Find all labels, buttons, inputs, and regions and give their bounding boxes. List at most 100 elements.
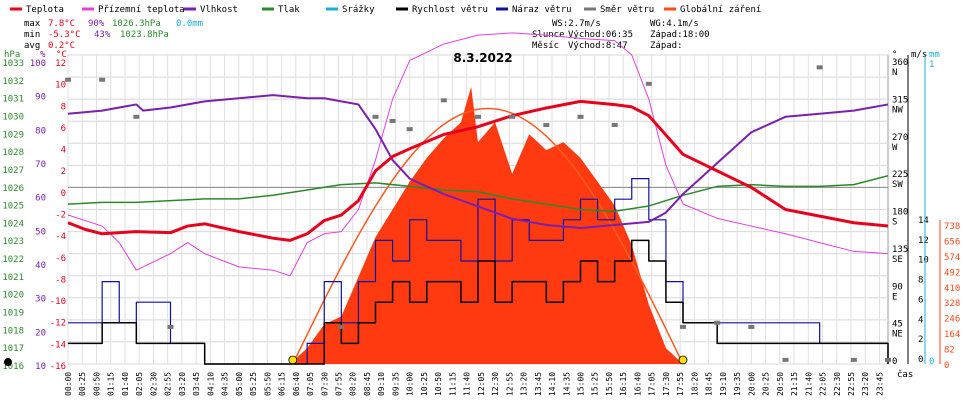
hpa-tick-9: 1024: [2, 219, 24, 229]
legend-label-4: Srážky: [342, 5, 375, 15]
info-ws: WS:2.7m/s: [552, 19, 601, 29]
dir-name-3: SW: [892, 180, 903, 190]
wind-dir-mark-6: [389, 118, 396, 123]
stat-max-rain: 0.0mm: [176, 19, 203, 29]
line-přízemní-teplota: [67, 32, 889, 277]
stat-max-press: 1026.3hPa: [112, 19, 161, 29]
dir-tick-7: 45: [892, 320, 903, 330]
legend-label-5: Rychlost větru: [412, 5, 488, 15]
x-tick-41: 17:05: [648, 372, 657, 396]
stat-max-hum: 90%: [88, 19, 105, 29]
info-moon-label: Měsíc: [532, 41, 559, 51]
temp-tick-3: 6: [61, 124, 66, 134]
wm2-tick-1: 656: [944, 237, 960, 247]
hpa-tick-10: 1023: [2, 237, 24, 247]
legend: Teplota Přízemní teplota Vlhkost Tlak Srážky…: [10, 5, 761, 15]
pct-tick-9: 10: [35, 362, 46, 372]
hpa-tick-13: 1020: [2, 291, 24, 301]
wind-dir-mark-19: [816, 65, 823, 70]
x-tick-20: 08:20: [349, 372, 358, 396]
dir-tick-3: 225: [892, 170, 908, 180]
pct-tick-0: 100: [30, 59, 46, 69]
radiation-fill: [290, 86, 683, 364]
wind-dir-mark-4: [338, 324, 345, 329]
dir-tick-2: 270: [892, 133, 908, 143]
ms-tick-6: 2: [918, 335, 923, 345]
wind-dir-mark-9: [475, 114, 481, 119]
x-tick-47: 19:35: [733, 372, 742, 396]
sunrise-marker: [288, 355, 298, 365]
legend-label-3: Tlak: [278, 5, 300, 15]
x-tick-56: 23:20: [861, 372, 870, 396]
x-tick-38: 15:50: [605, 372, 614, 396]
wind-dir-mark-21: [885, 357, 891, 362]
wm2-tick-0: 738: [944, 222, 960, 232]
x-tick-54: 22:30: [833, 372, 842, 396]
x-tick-33: 13:45: [534, 372, 543, 396]
pct-tick-5: 50: [35, 227, 46, 237]
stat-min-hum: 43%: [94, 30, 111, 40]
x-tick-37: 15:25: [591, 372, 600, 396]
temp-tick-7: -2: [55, 211, 66, 221]
stat-avg-temp: 0.2°C: [48, 41, 75, 51]
wind-dir-mark-12: [577, 114, 584, 119]
x-tick-0: 00:00: [64, 372, 73, 396]
pct-tick-6: 40: [35, 261, 46, 271]
axis-pct-label: %: [40, 50, 46, 60]
x-tick-25: 10:25: [420, 372, 429, 396]
wind-dir-mark-16: [714, 320, 721, 325]
wind-dir-mark-11: [543, 123, 550, 128]
x-tick-3: 01:15: [107, 372, 116, 396]
info-moonrise: Východ:8:47: [568, 41, 628, 51]
stat-min-press: 1023.8hPa: [120, 30, 169, 40]
temp-tick-8: -4: [55, 232, 66, 242]
hpa-tick-14: 1019: [2, 309, 24, 319]
info-wg: WG:4.1m/s: [650, 19, 699, 29]
legend-label-6: Náraz větru: [512, 5, 572, 15]
wind-dir-mark-7: [406, 127, 413, 132]
wind-dir-mark-14: [645, 81, 652, 86]
temp-tick-5: 2: [61, 167, 66, 177]
x-tick-15: 06:15: [278, 372, 287, 396]
x-tick-48: 20:00: [747, 372, 756, 396]
hpa-tick-6: 1027: [2, 166, 24, 176]
hpa-tick-0: 1033: [2, 59, 24, 69]
dir-name-2: W: [892, 143, 898, 153]
temp-tick-0: 12: [55, 59, 66, 69]
x-tick-30: 12:30: [491, 372, 500, 396]
ms-tick-1: 12: [918, 236, 929, 246]
x-tick-31: 12:55: [505, 372, 514, 396]
wind-dir-mark-20: [850, 357, 857, 362]
x-tick-35: 14:35: [562, 372, 571, 396]
hpa-tick-1: 1032: [2, 77, 24, 87]
dir-name-1: NW: [892, 105, 903, 115]
wind-dir-mark-8: [440, 98, 447, 103]
temp-tick-2: 8: [61, 102, 66, 112]
legend-label-7: Směr větru: [600, 5, 654, 15]
axis-mm-label: mm: [929, 50, 940, 60]
ms-tick-0: 14: [918, 216, 929, 226]
pct-tick-4: 60: [35, 194, 46, 204]
x-tick-28: 11:40: [463, 372, 472, 396]
hpa-tick-16: 1017: [2, 344, 24, 354]
x-tick-53: 22:05: [819, 372, 828, 396]
mm-tick-0: 1: [929, 60, 934, 70]
pct-tick-1: 90: [35, 93, 46, 103]
wind-dir-mark-5: [372, 114, 379, 119]
mm-tick-1: 0: [929, 357, 934, 367]
chart-title: 8.3.2022: [453, 51, 512, 65]
axes: 1033103210311030102910281027102610251024…: [2, 55, 960, 396]
x-tick-29: 12:05: [477, 372, 486, 396]
dir-tick-1: 315: [892, 95, 908, 105]
x-tick-5: 02:05: [135, 372, 144, 396]
legend-label-1: Přízemní teplota: [98, 5, 185, 15]
x-tick-4: 01:40: [121, 372, 130, 396]
hpa-tick-2: 1031: [2, 95, 24, 105]
x-tick-21: 08:45: [363, 372, 372, 396]
legend-label-8: Globální záření: [680, 5, 761, 15]
dir-name-4: S: [892, 218, 897, 228]
dir-tick-5: 135: [892, 245, 908, 255]
bottom-left-marker: [4, 358, 12, 366]
sun-arc: [288, 107, 688, 365]
